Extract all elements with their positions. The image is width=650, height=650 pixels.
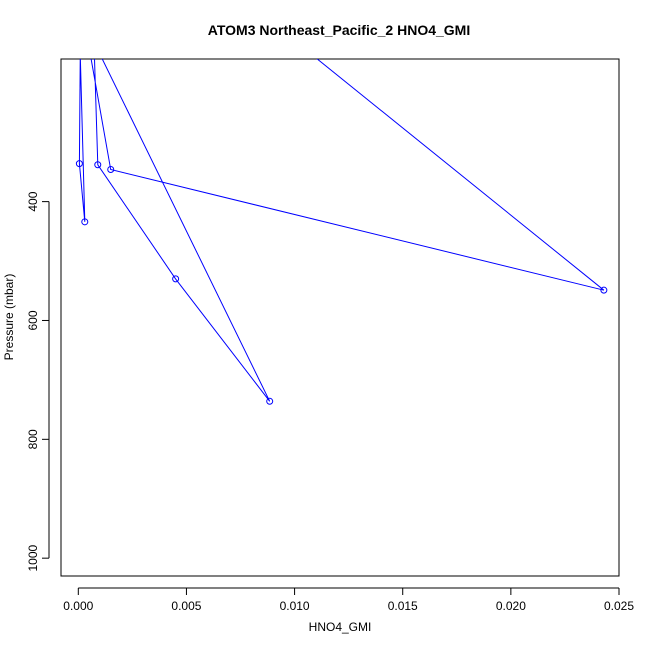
data-point — [600, 286, 608, 294]
data-point — [75, 160, 83, 168]
data-point — [172, 275, 180, 283]
data-point — [94, 161, 102, 169]
x-tick-label: 0.025 — [604, 599, 634, 613]
y-tick-label: 800 — [26, 429, 40, 449]
chart-title: ATOM3 Northeast_Pacific_2 HNO4_GMI — [208, 22, 470, 38]
data-point — [77, 20, 83, 26]
y-tick-label: 600 — [26, 310, 40, 330]
x-tick-label: 0.010 — [280, 599, 310, 613]
x-tick-label: 0.015 — [388, 599, 418, 613]
data-point — [90, 20, 96, 26]
data-point — [82, 20, 88, 26]
y-tick-label: 1000 — [26, 545, 40, 572]
x-tick-label: 0.000 — [63, 599, 93, 613]
plot-area-frame — [60, 58, 620, 577]
x-tick-label: 0.005 — [171, 599, 201, 613]
data-point — [81, 218, 89, 226]
data-point — [107, 166, 115, 174]
y-axis: 400 600 800 1000 — [26, 191, 50, 572]
y-tick-label: 400 — [26, 191, 40, 211]
x-axis: 0.000 0.005 0.010 0.015 0.020 0.025 — [63, 587, 634, 613]
series-layer — [75, 20, 608, 405]
x-tick-label: 0.020 — [496, 599, 526, 613]
series-line — [78, 59, 605, 402]
data-point — [76, 20, 82, 26]
x-axis-title: HNO4_GMI — [309, 620, 372, 634]
y-axis-title: Pressure (mbar) — [2, 274, 16, 361]
data-point — [266, 397, 274, 405]
